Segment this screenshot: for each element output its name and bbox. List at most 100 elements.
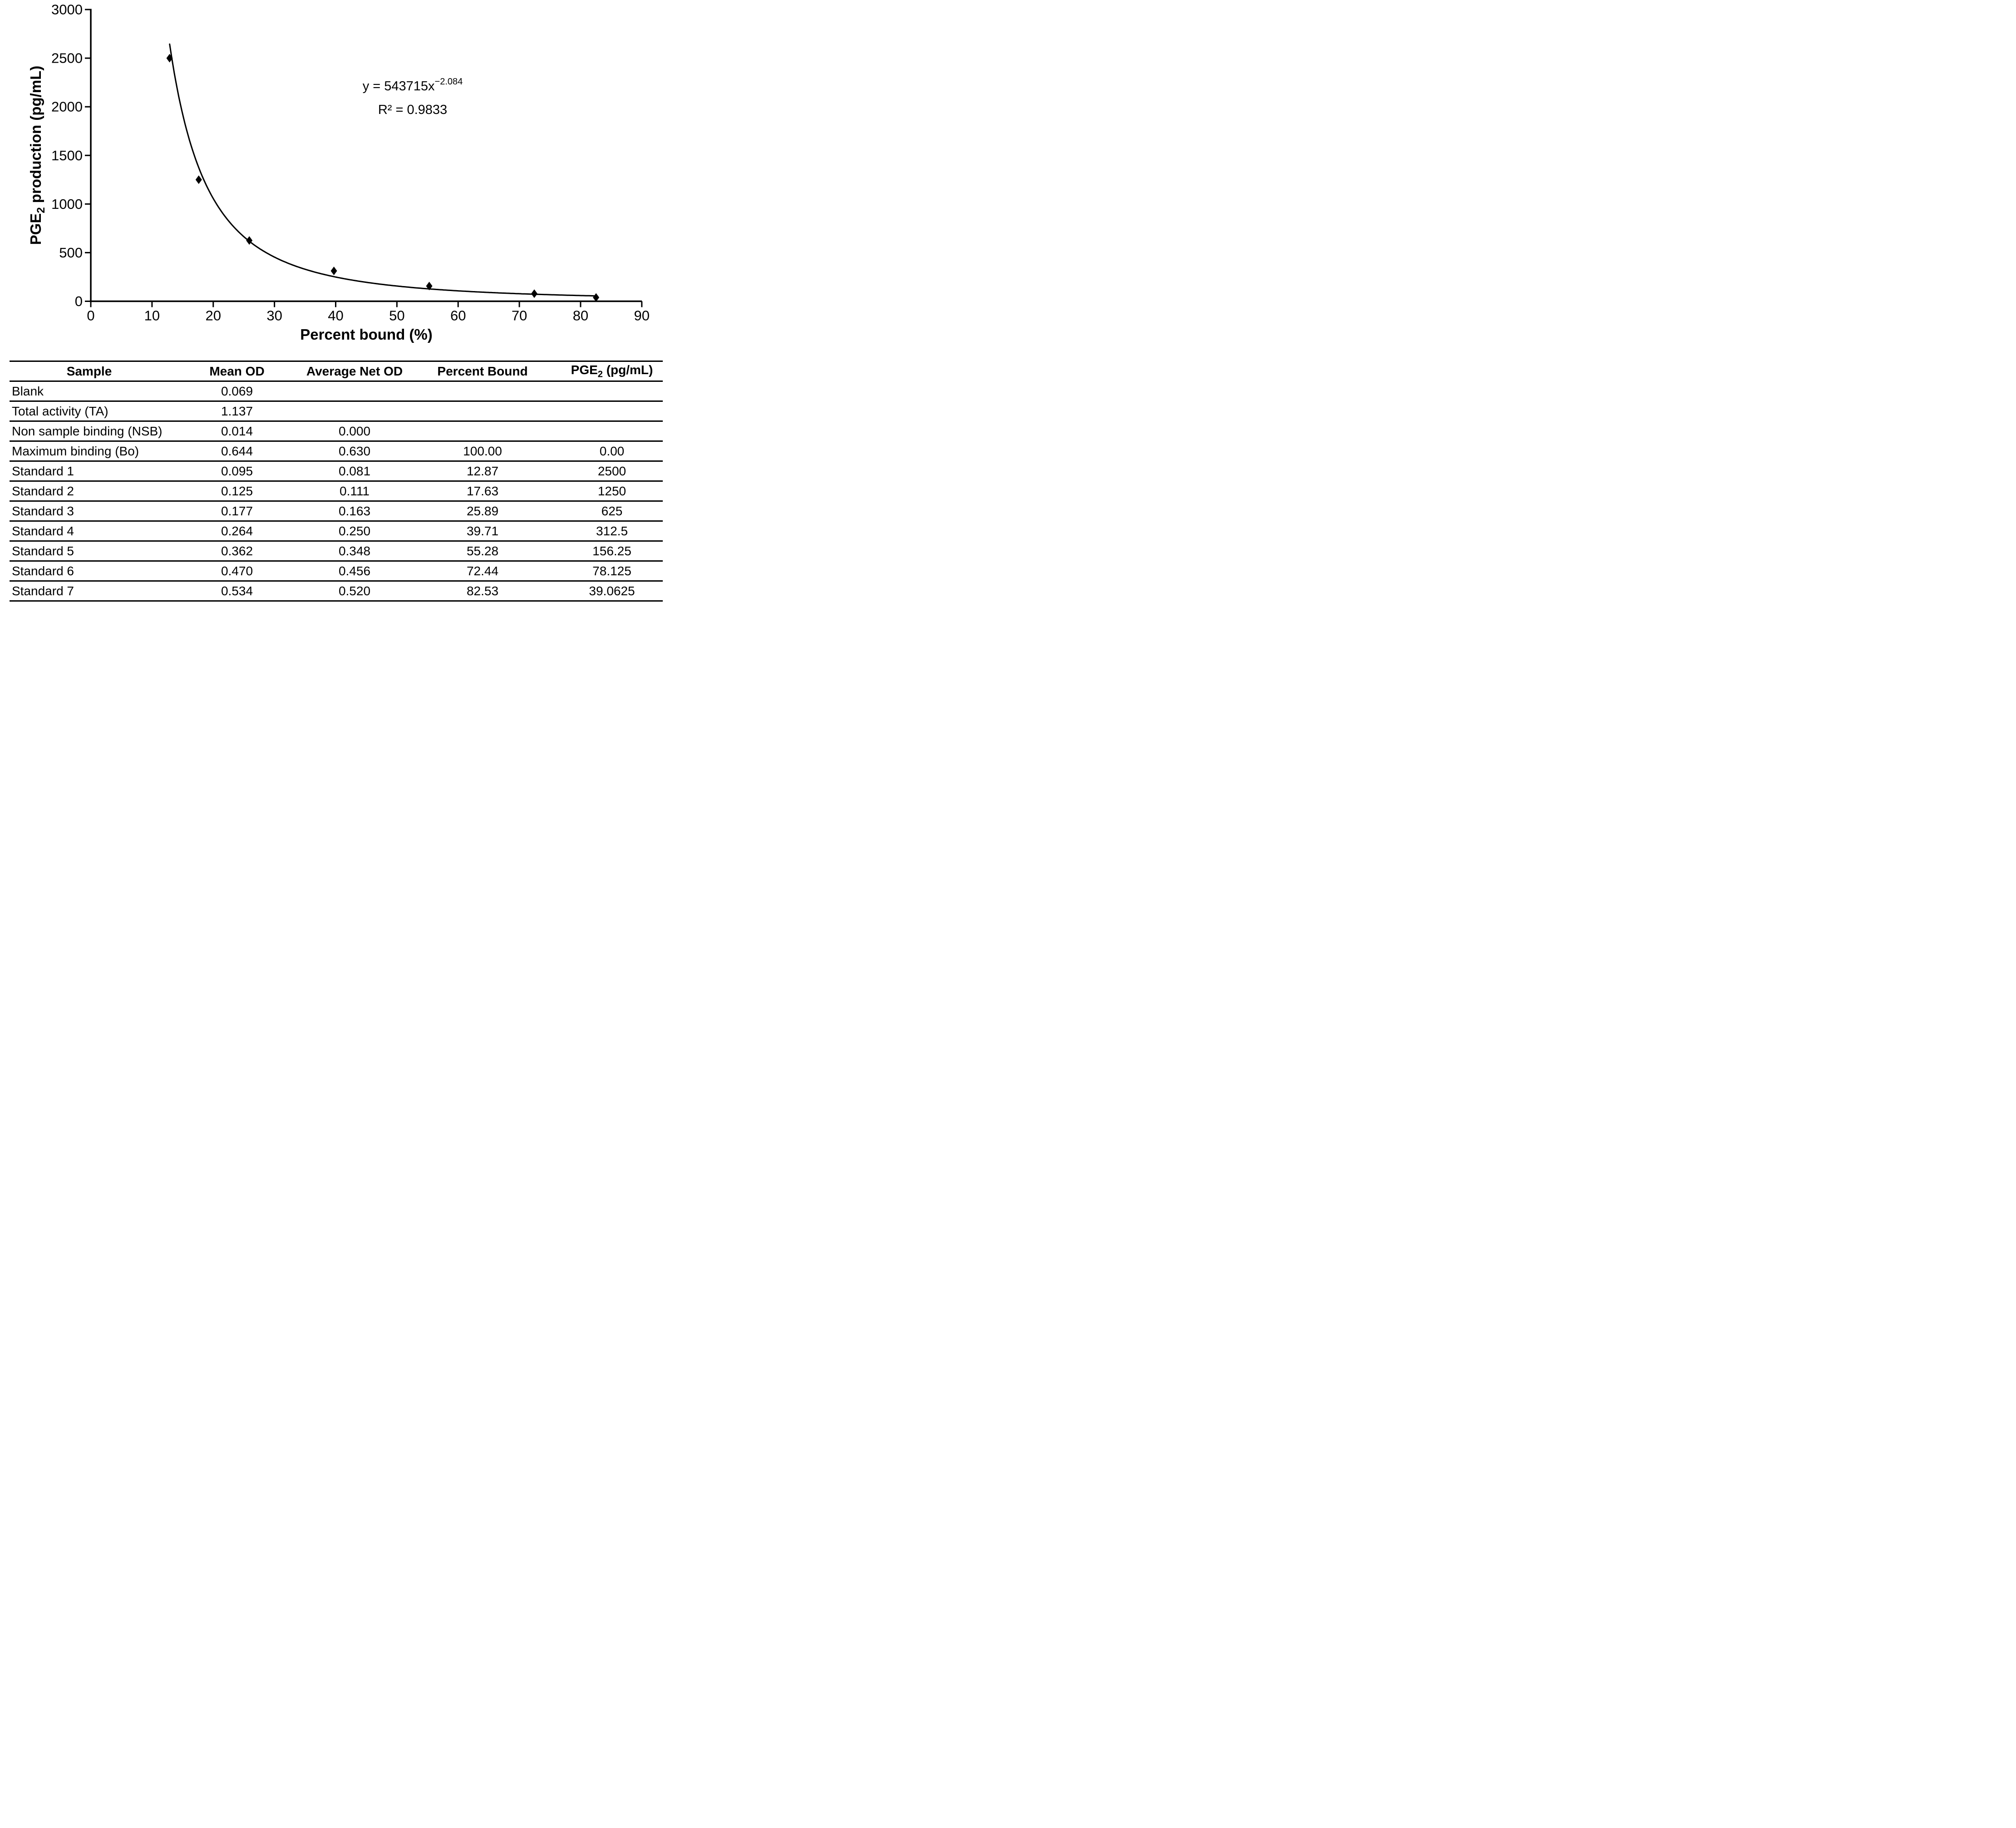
value-cell: 0.014 [169,421,305,442]
value-cell [561,381,663,402]
value-cell: 39.71 [404,521,561,542]
header-sample: Sample [10,361,169,382]
value-cell: 0.250 [305,521,404,542]
value-cell [404,421,561,442]
x-tick-label: 10 [144,308,160,324]
table-row: Total activity (TA) 1.137 [10,401,663,422]
y-tick-label: 2000 [51,99,83,115]
value-cell: 0.125 [169,481,305,502]
value-cell: 0.534 [169,581,305,602]
sample-name-cell: Standard 1 [10,461,169,482]
sample-name-cell: Standard 3 [10,501,169,522]
value-cell: 2500 [561,461,663,482]
value-cell: 0.000 [305,421,404,442]
value-cell [404,381,561,402]
sample-name-cell: Total activity (TA) [10,401,169,422]
table-row: Standard 2 0.125 0.111 17.63 1250 [10,481,663,502]
sample-name-cell: Standard 7 [10,581,169,602]
value-cell: 39.0625 [561,581,663,602]
value-cell: 625 [561,501,663,522]
table-row: Maximum binding (Bo) 0.644 0.630 100.00 0.00 [10,441,663,462]
header-percent-bound: Percent Bound [404,361,561,382]
value-cell [305,381,404,402]
value-cell: 1.137 [169,401,305,422]
value-cell: 0.362 [169,541,305,562]
value-cell [305,401,404,422]
data-point-diamond [531,289,537,298]
data-point-diamond [166,54,173,63]
value-cell: 25.89 [404,501,561,522]
x-tick-label: 40 [328,308,343,324]
table-row: Standard 4 0.264 0.250 39.71 312.5 [10,521,663,542]
x-tick-label: 0 [87,308,94,324]
standard-curve-chart: 0 500 1000 1500 2000 2500 3000 0 10 20 30 40 50 60 70 8… [27,2,650,343]
table-row: Standard 3 0.177 0.163 25.89 625 [10,501,663,522]
value-cell: 0.456 [305,561,404,582]
value-cell: 78.125 [561,561,663,582]
y-tick-label: 1500 [51,148,83,163]
data-point-diamond [195,175,202,184]
value-cell: 0.069 [169,381,305,402]
x-axis-title: Percent bound (%) [300,326,433,343]
x-tick-label: 70 [512,308,527,324]
value-cell: 0.264 [169,521,305,542]
header-pge2: PGE2 (pg/mL) [561,361,663,382]
value-cell: 0.644 [169,441,305,462]
x-tick-label: 30 [266,308,282,324]
table-row: Standard 7 0.534 0.520 82.53 39.0625 [10,581,663,602]
table-row: Standard 6 0.470 0.456 72.44 78.125 [10,561,663,582]
value-cell: 312.5 [561,521,663,542]
results-table: Sample Mean OD Average Net OD Percent Bo… [10,361,663,602]
value-cell: 0.470 [169,561,305,582]
data-point-diamond [246,236,253,245]
figure-page: 0 500 1000 1500 2000 2500 3000 0 10 20 30 40 50 60 70 8… [0,0,672,609]
value-cell: 100.00 [404,441,561,462]
sample-name-cell: Non sample binding (NSB) [10,421,169,442]
axis-ticks: 0 500 1000 1500 2000 2500 3000 0 10 20 30 40 50 60 70 8… [51,2,650,324]
value-cell: 0.630 [305,441,404,462]
sample-name-cell: Standard 6 [10,561,169,582]
data-point-diamond [426,282,433,291]
sample-name-cell: Standard 5 [10,541,169,562]
y-tick-label: 0 [75,293,83,309]
value-cell: 0.081 [305,461,404,482]
y-tick-label: 3000 [51,2,83,18]
x-tick-label: 20 [205,308,221,324]
sample-name-cell: Standard 4 [10,521,169,542]
table-row: Standard 5 0.362 0.348 55.28 156.25 [10,541,663,562]
trendline-curve [169,43,597,297]
value-cell [561,401,663,422]
y-tick-label: 1000 [51,196,83,212]
value-cell: 0.00 [561,441,663,462]
chart-series [166,43,600,302]
value-cell: 0.177 [169,501,305,522]
value-cell: 82.53 [404,581,561,602]
value-cell: 72.44 [404,561,561,582]
data-point-diamond [593,293,600,302]
table-row: Non sample binding (NSB) 0.014 0.000 [10,421,663,442]
data-point-diamond [330,267,337,276]
x-tick-label: 60 [450,308,466,324]
table-row: Standard 1 0.095 0.081 12.87 2500 [10,461,663,482]
value-cell: 0.095 [169,461,305,482]
value-cell: 12.87 [404,461,561,482]
value-cell [561,421,663,442]
sample-name-cell: Standard 2 [10,481,169,502]
value-cell [404,401,561,422]
value-cell: 17.63 [404,481,561,502]
value-cell: 156.25 [561,541,663,562]
value-cell: 55.28 [404,541,561,562]
value-cell: 0.348 [305,541,404,562]
table-header-row: Sample Mean OD Average Net OD Percent Bo… [10,361,663,382]
header-mean-od: Mean OD [169,361,305,382]
sample-name-cell: Blank [10,381,169,402]
x-tick-label: 90 [634,308,650,324]
value-cell: 0.111 [305,481,404,502]
trendline-equation: y = 543715x−2.084 [363,77,463,94]
header-average-net-od: Average Net OD [305,361,404,382]
y-axis-title: PGE2 production (pg/mL) [27,66,47,245]
y-tick-label: 500 [59,245,83,261]
x-tick-label: 80 [573,308,588,324]
y-tick-label: 2500 [51,50,83,66]
value-cell: 0.163 [305,501,404,522]
